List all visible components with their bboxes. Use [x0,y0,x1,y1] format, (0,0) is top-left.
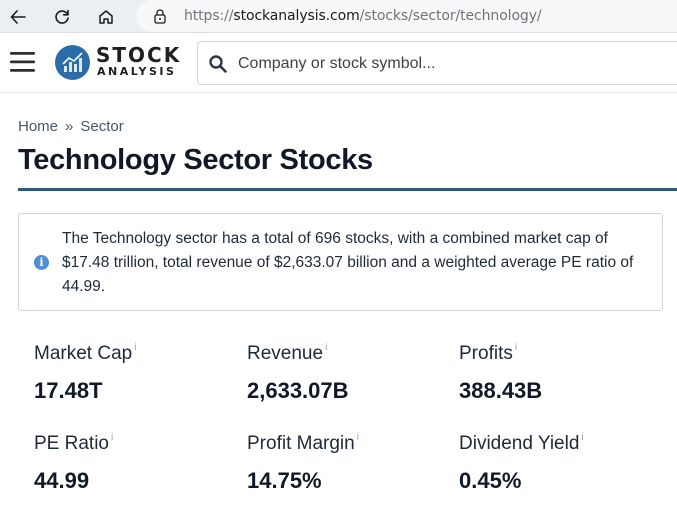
sector-summary-box: i The Technology sector has a total of 6… [18,213,663,311]
stat-pe-ratio: PE Ratio i 44.99 [34,432,234,493]
home-button[interactable] [94,5,118,29]
info-tooltip-icon[interactable]: i [110,432,114,443]
search-icon [209,55,227,73]
info-tooltip-icon[interactable]: i [134,342,137,353]
hamburger-menu-icon[interactable] [10,51,36,73]
stat-market-cap: Market Cap i 17.48T [34,342,234,403]
stat-revenue: Revenue i 2,633.07B [247,342,447,403]
url-text: https://stockanalysis.com/stocks/sector/… [184,8,542,24]
stat-value: 2,633.07B [247,378,349,403]
title-divider [18,188,677,191]
search-input[interactable]: Company or stock symbol... [197,41,677,85]
sector-summary-text: The Technology sector has a total of 696… [62,230,634,295]
lock-icon [154,9,166,24]
stat-profit-margin: Profit Margin i 14.75% [247,432,447,493]
stat-dividend-yield: Dividend Yield i 0.45% [459,432,659,493]
stat-label: Profit Margin i [247,432,359,454]
address-bar[interactable]: https://stockanalysis.com/stocks/sector/… [136,0,677,32]
back-button[interactable] [6,5,30,29]
info-tooltip-icon[interactable]: i [325,342,328,353]
logo-text-stock[interactable]: STOCK [96,43,182,67]
stat-label: Revenue i [247,342,328,364]
info-tooltip-icon[interactable]: i [356,432,359,443]
stat-value: 0.45% [459,468,522,493]
refresh-icon [55,9,69,24]
stat-value: 17.48T [34,378,103,403]
browser-toolbar: https://stockanalysis.com/stocks/sector/… [0,0,677,33]
stat-label: Market Cap i [34,342,137,364]
stat-label: Profits i [459,342,518,364]
breadcrumb: Home » Sector [18,118,124,135]
stat-value: 388.43B [459,378,543,403]
stat-value: 14.75% [247,468,322,493]
info-tooltip-icon[interactable]: i [581,432,584,443]
page-title: Technology Sector Stocks [18,144,373,176]
refresh-button[interactable] [50,5,74,29]
stat-value: 44.99 [34,468,90,493]
info-tooltip-icon[interactable]: i [514,342,518,353]
stat-label: Dividend Yield i [459,432,584,454]
search-placeholder: Company or stock symbol... [238,55,436,72]
back-arrow-icon [10,10,26,24]
stat-profits: Profits i 388.43B [459,342,659,403]
home-icon [99,10,113,24]
site-header: STOCK ANALYSIS Company or stock symbol..… [0,33,677,93]
breadcrumb-sector-link[interactable]: Sector [80,118,124,135]
logo-icon[interactable] [55,45,90,80]
breadcrumb-separator: » [65,118,74,135]
info-icon: i [34,255,49,270]
stat-label: PE Ratio i [34,432,114,454]
logo-text-analysis[interactable]: ANALYSIS [97,65,177,78]
breadcrumb-home-link[interactable]: Home [18,118,59,135]
